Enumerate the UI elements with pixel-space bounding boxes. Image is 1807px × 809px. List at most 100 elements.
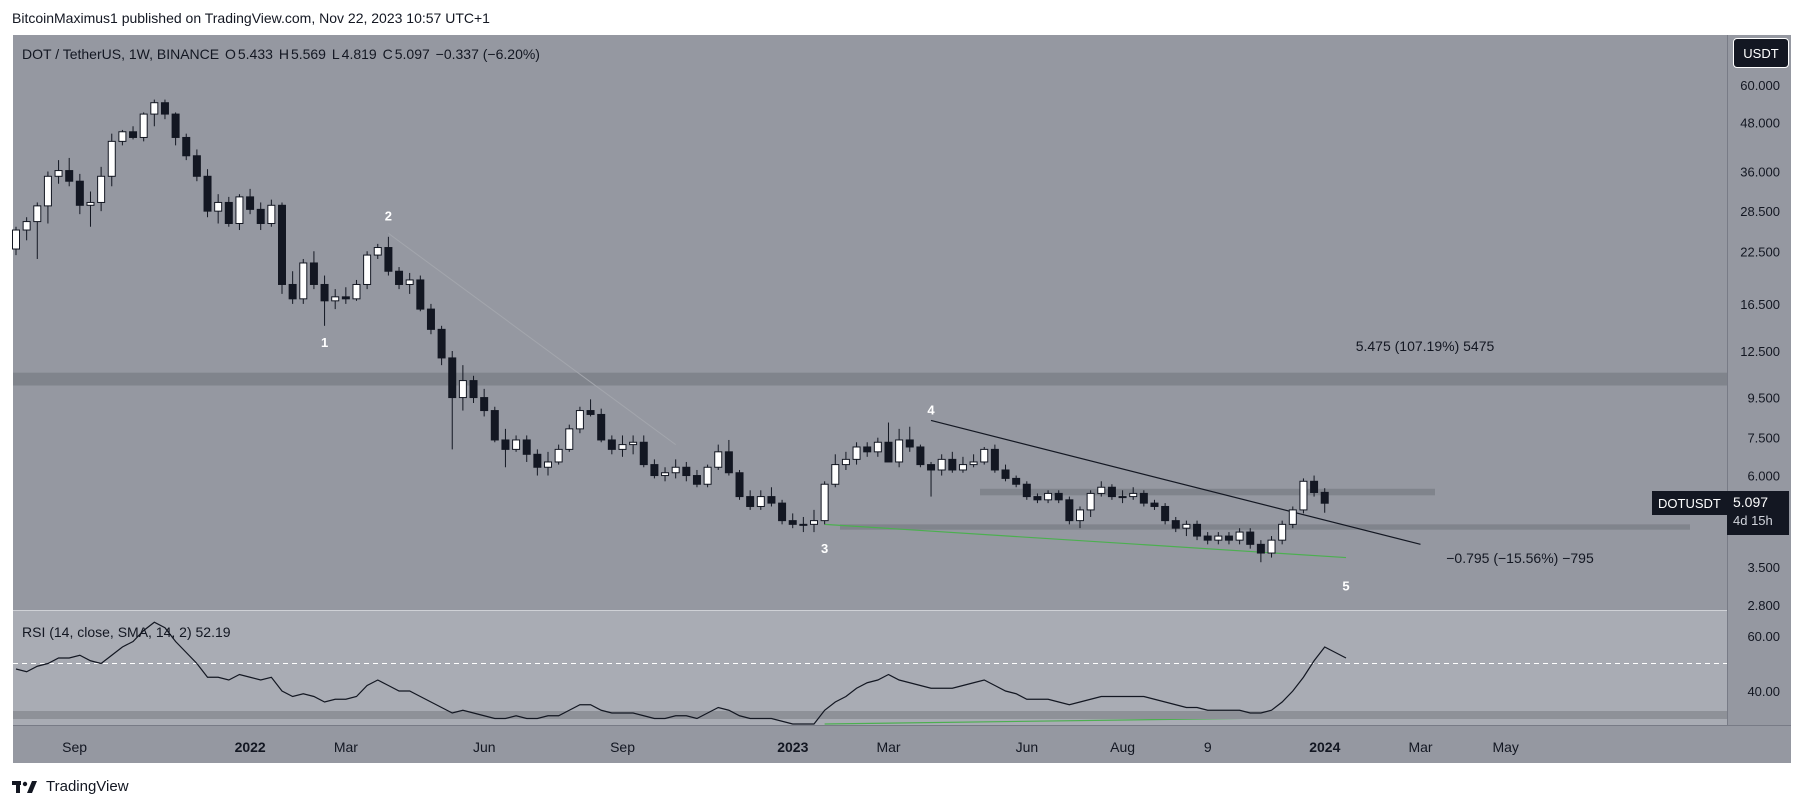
candle[interactable] [256,202,265,231]
candle[interactable] [1065,496,1074,525]
candle[interactable] [1171,516,1180,533]
candle[interactable] [692,469,701,488]
candle[interactable] [384,236,393,276]
candle[interactable] [341,287,350,304]
candle[interactable] [43,171,52,224]
candle[interactable] [12,226,20,256]
candle[interactable] [735,469,744,500]
candle[interactable] [1267,536,1276,558]
candle[interactable] [661,467,670,482]
candle[interactable] [1097,481,1106,497]
descending-resistance-line[interactable] [930,419,1421,545]
candle[interactable] [363,251,372,290]
candle[interactable] [309,251,318,290]
candle[interactable] [1150,499,1159,510]
candle[interactable] [469,375,478,404]
candle[interactable] [650,459,659,479]
candle[interactable] [214,194,223,224]
candle[interactable] [480,388,489,417]
candle[interactable] [160,99,169,120]
candle[interactable] [512,435,521,452]
candle[interactable] [1118,490,1127,504]
candle[interactable] [778,499,787,525]
candle[interactable] [235,194,244,231]
candle[interactable] [203,169,212,218]
candle[interactable] [1076,506,1084,529]
candle[interactable] [937,454,946,476]
candle[interactable] [320,275,329,326]
candle[interactable] [969,454,978,468]
candle[interactable] [501,428,510,468]
candle[interactable] [65,157,74,187]
candle[interactable] [405,272,414,294]
candle[interactable] [1246,528,1255,549]
candle[interactable] [980,446,989,465]
candle[interactable] [1001,464,1010,482]
candle[interactable] [426,303,435,335]
candle[interactable] [873,437,882,457]
chart[interactable]: 60.00048.00036.00028.50022.50016.50012.5… [0,0,1807,770]
candle[interactable] [1320,488,1329,513]
candle[interactable] [97,166,106,212]
candle[interactable] [1107,484,1116,500]
candle[interactable] [331,289,340,310]
candle[interactable] [395,267,404,290]
candle[interactable] [192,149,201,182]
candle[interactable] [352,279,361,301]
candle[interactable] [54,160,63,184]
falling-trendline-faint[interactable] [388,232,676,446]
candle[interactable] [767,487,776,507]
candle[interactable] [820,481,829,525]
candle[interactable] [1288,506,1297,529]
candle[interactable] [246,188,255,215]
candle[interactable] [278,202,286,294]
candle[interactable] [554,444,563,465]
rsi-line[interactable] [15,621,1347,725]
candle[interactable] [1033,493,1042,504]
candle[interactable] [1310,475,1319,497]
candle[interactable] [1278,520,1287,545]
candle[interactable] [299,258,308,304]
tradingview-brand[interactable]: TradingView [12,778,129,795]
candle[interactable] [586,399,595,417]
candle[interactable] [810,509,818,533]
candle[interactable] [831,454,840,488]
candle[interactable] [522,435,531,462]
candle[interactable] [958,456,967,473]
candle[interactable] [639,435,648,468]
candle[interactable] [373,243,382,259]
candle[interactable] [1012,475,1021,488]
candle[interactable] [884,422,893,463]
price-zone[interactable] [980,488,1435,496]
candle[interactable] [1054,490,1063,504]
candle[interactable] [746,490,755,510]
candle[interactable] [150,99,159,127]
candle[interactable] [565,424,574,452]
candle[interactable] [224,196,233,227]
candle[interactable] [458,365,467,411]
candle[interactable] [1224,532,1233,545]
candle[interactable] [714,444,723,470]
candle[interactable] [86,191,95,227]
candle[interactable] [788,513,797,529]
candle[interactable] [799,516,808,533]
candle[interactable] [1299,478,1308,514]
candle[interactable] [948,451,957,473]
candle[interactable] [171,112,180,146]
candle[interactable] [533,449,542,476]
candle[interactable] [129,126,138,140]
candle[interactable] [33,202,42,259]
candle[interactable] [756,490,765,510]
candle[interactable] [182,133,191,161]
candle[interactable] [437,325,446,366]
candle[interactable] [990,444,999,473]
candle[interactable] [416,275,425,312]
candle[interactable] [682,461,691,482]
currency-button[interactable]: USDT [1733,38,1789,68]
candle[interactable] [288,271,297,304]
candle[interactable] [22,217,31,241]
candle[interactable] [267,199,276,227]
candle[interactable] [1203,532,1212,545]
candle[interactable] [1182,520,1191,537]
candle[interactable] [575,406,584,434]
